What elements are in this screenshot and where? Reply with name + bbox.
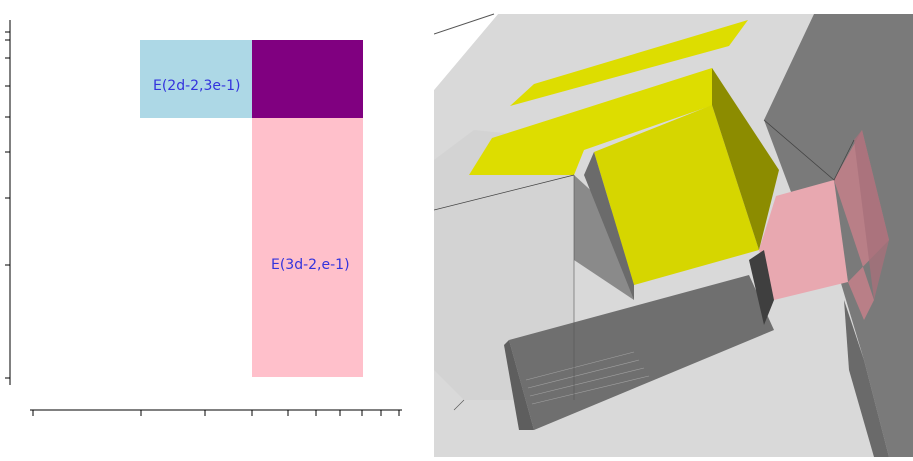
render-3d-svg (434, 0, 913, 457)
yellow-slab-main (469, 68, 719, 175)
dark-shadow-block (749, 250, 774, 325)
gray-block-center (574, 175, 634, 300)
yellow-block-underside (584, 152, 634, 300)
edge-line (434, 174, 575, 211)
background-corner (434, 0, 913, 90)
pink-slab-side (834, 130, 889, 320)
edge-line (763, 119, 855, 181)
edge-line (453, 399, 465, 411)
region-label-E-2d-2-3e-1: E(2d-2,3e-1) (153, 78, 241, 94)
hatch-line (527, 359, 640, 389)
yellow-block-side (712, 68, 779, 250)
region-overlap (252, 40, 363, 118)
render-3d-view (434, 0, 913, 457)
y-axis-ticks (5, 31, 10, 379)
gray-slab-right-edge (844, 300, 889, 457)
hatch-line (525, 351, 635, 381)
yellow-slab-top (510, 20, 748, 106)
gray-floor-lower-shade (504, 340, 534, 430)
pink-slab-edge (854, 130, 889, 300)
gray-floor-lower (509, 275, 774, 430)
floor-hatch (525, 351, 650, 405)
region-diagram: E(2d-2,3e-1) E(3d-2,e-1) (0, 0, 430, 457)
hatch-line (529, 367, 645, 397)
region-diagram-svg (5, 20, 402, 416)
x-axis-ticks (32, 410, 400, 416)
region-label-E-3d-2-e-1: E(3d-2,e-1) (271, 257, 350, 273)
pink-slab (759, 180, 848, 300)
yellow-block-front (594, 105, 759, 285)
region-E-2d-2-3e-1 (140, 40, 253, 118)
hatch-line (531, 375, 650, 405)
region-E-3d-2-e-1 (252, 118, 363, 377)
edge-line (434, 13, 495, 35)
